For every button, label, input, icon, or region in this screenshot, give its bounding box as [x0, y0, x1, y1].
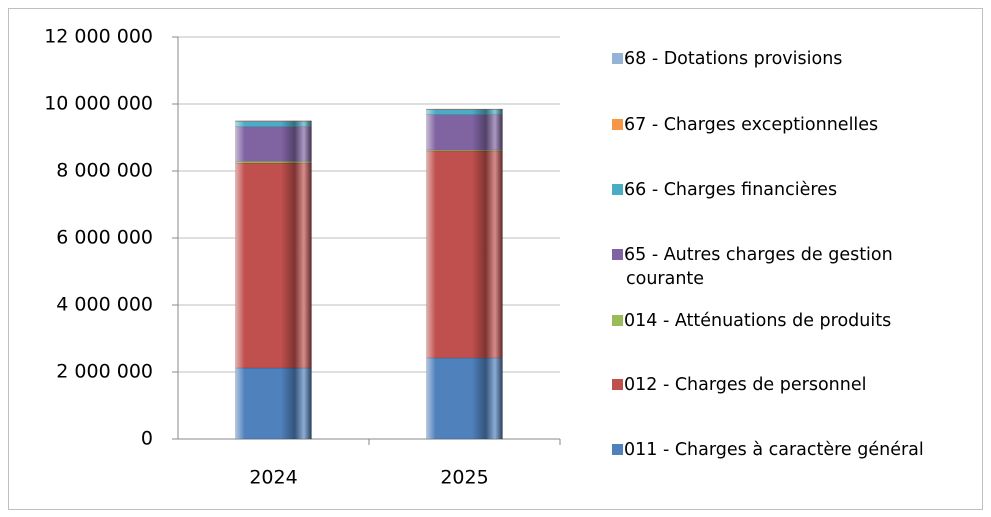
- legend-item: 66 - Charges financières: [612, 178, 957, 202]
- legend-item: 65 - Autres charges de gestion courante: [612, 243, 957, 291]
- legend-label: 66 - Charges financières: [624, 180, 838, 200]
- bar-segment: [426, 357, 503, 440]
- legend-swatch: [612, 249, 623, 260]
- y-tick-label: 10 000 000: [44, 93, 153, 115]
- legend-label: 67 - Charges exceptionnelles: [624, 115, 879, 135]
- x-tick-label: 2024: [249, 467, 297, 489]
- bar-segment: [235, 126, 312, 162]
- legend-item: 014 - Atténuations de produits: [612, 309, 957, 333]
- legend-swatch: [612, 379, 623, 390]
- legend-swatch: [612, 444, 623, 455]
- bar-segment: [235, 121, 312, 128]
- x-tick-label: 2025: [440, 467, 488, 489]
- legend-swatch: [612, 315, 623, 326]
- legend-label: 012 - Charges de personnel: [624, 375, 867, 395]
- y-tick-label: 8 000 000: [56, 160, 153, 182]
- legend-label: 65 - Autres charges de gestion courante: [624, 245, 893, 289]
- bar-segment: [426, 150, 503, 359]
- legend-item: 68 - Dotations provisions: [612, 47, 957, 71]
- y-tick-label: 12 000 000: [44, 26, 153, 48]
- bar-segment: [235, 161, 312, 164]
- legend-item: 011 - Charges à caractère général: [612, 438, 957, 462]
- legend-swatch: [612, 184, 623, 195]
- legend-label: 014 - Atténuations de produits: [624, 311, 892, 331]
- bar-segment: [235, 120, 312, 122]
- bar-segment: [235, 162, 312, 369]
- legend-swatch: [612, 53, 623, 64]
- y-tick-label: 2 000 000: [56, 361, 153, 383]
- legend-item: 012 - Charges de personnel: [612, 373, 957, 397]
- y-tick-label: 4 000 000: [56, 294, 153, 316]
- y-tick-label: 6 000 000: [56, 227, 153, 249]
- legend-swatch: [612, 119, 623, 130]
- legend-label: 68 - Dotations provisions: [624, 49, 843, 69]
- legend-item: 67 - Charges exceptionnelles: [612, 113, 957, 137]
- bar-segment: [426, 114, 503, 151]
- legend-label: 011 - Charges à caractère général: [624, 440, 924, 460]
- y-tick-label: 0: [141, 428, 153, 450]
- bar-segment: [426, 109, 503, 115]
- bar-segment: [235, 367, 312, 440]
